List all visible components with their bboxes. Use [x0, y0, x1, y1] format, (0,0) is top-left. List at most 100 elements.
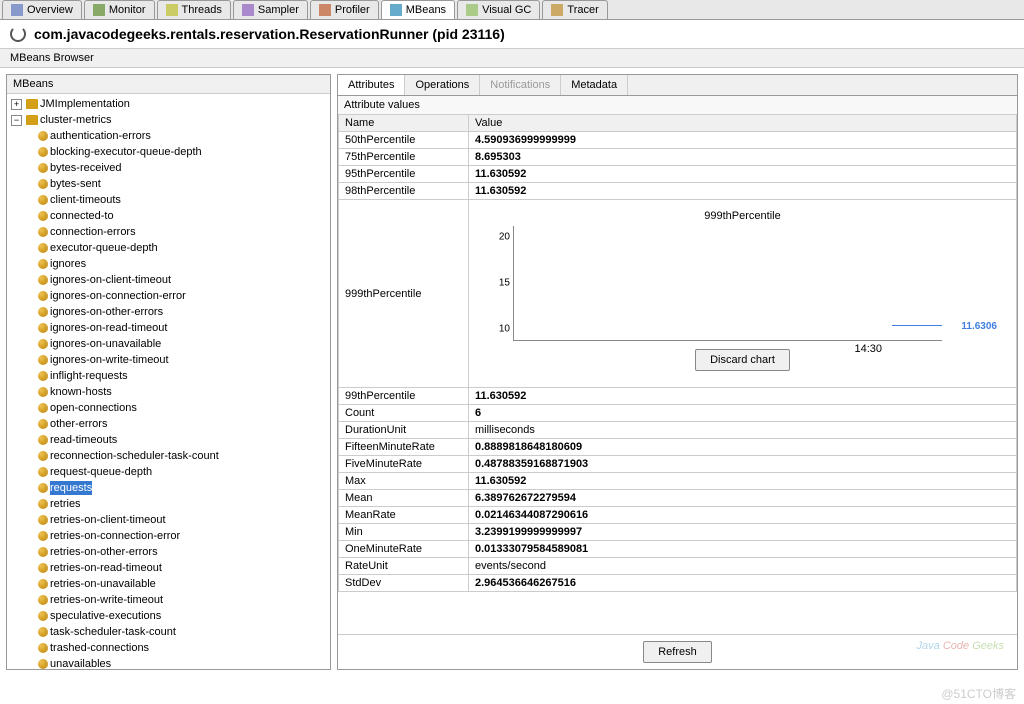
tree-node[interactable]: bytes-sent: [9, 176, 328, 192]
table-row[interactable]: Min3.2399199999999997: [339, 524, 1017, 541]
y-tick: 20: [499, 232, 514, 243]
x-tick: 14:30: [854, 343, 882, 355]
tree-node[interactable]: ignores-on-write-timeout: [9, 352, 328, 368]
tree-node[interactable]: retries: [9, 496, 328, 512]
table-row[interactable]: StdDev2.964536646267516: [339, 575, 1017, 592]
bean-icon: [38, 403, 48, 413]
table-row[interactable]: FiveMinuteRate0.48788359168871903: [339, 456, 1017, 473]
tab-mbeans[interactable]: MBeans: [381, 0, 455, 19]
tree-node[interactable]: +JMImplementation: [9, 96, 328, 112]
bean-icon: [38, 275, 48, 285]
tree-node[interactable]: retries-on-unavailable: [9, 576, 328, 592]
expander-icon[interactable]: +: [11, 99, 22, 110]
tab-tracer[interactable]: Tracer: [542, 0, 607, 19]
tree-node[interactable]: bytes-received: [9, 160, 328, 176]
table-row[interactable]: Count6: [339, 405, 1017, 422]
tree-node[interactable]: ignores-on-connection-error: [9, 288, 328, 304]
tree-node[interactable]: connected-to: [9, 208, 328, 224]
tree-node[interactable]: retries-on-other-errors: [9, 544, 328, 560]
tree-node[interactable]: read-timeouts: [9, 432, 328, 448]
tab-threads[interactable]: Threads: [157, 0, 231, 19]
mbeans-tree-panel: MBeans +JMImplementation−cluster-metrics…: [6, 74, 331, 670]
table-row[interactable]: RateUnitevents/second: [339, 558, 1017, 575]
mbeans-tree[interactable]: +JMImplementation−cluster-metricsauthent…: [7, 94, 330, 669]
tree-node[interactable]: connection-errors: [9, 224, 328, 240]
bean-icon: [38, 499, 48, 509]
tree-node[interactable]: request-queue-depth: [9, 464, 328, 480]
table-row[interactable]: DurationUnitmilliseconds: [339, 422, 1017, 439]
chart-line: [892, 325, 942, 326]
discard-chart-button[interactable]: Discard chart: [695, 349, 790, 371]
top-tab-bar: OverviewMonitorThreadsSamplerProfilerMBe…: [0, 0, 1024, 20]
tree-node[interactable]: executor-queue-depth: [9, 240, 328, 256]
tree-node[interactable]: retries-on-write-timeout: [9, 592, 328, 608]
attributes-section: Name Value 50thPercentile4.5909369999999…: [338, 114, 1017, 634]
main-pane: MBeans +JMImplementation−cluster-metrics…: [0, 68, 1024, 676]
table-row[interactable]: 95thPercentile11.630592: [339, 166, 1017, 183]
tree-node[interactable]: other-errors: [9, 416, 328, 432]
chart-value: 11.6306: [961, 321, 997, 332]
tree-node[interactable]: known-hosts: [9, 384, 328, 400]
tree-node[interactable]: requests: [9, 480, 328, 496]
sub-tab-bar: Attributes Operations Notifications Meta…: [338, 75, 1017, 96]
tab-operations[interactable]: Operations: [405, 75, 480, 95]
expander-icon[interactable]: −: [11, 115, 22, 126]
tree-node[interactable]: retries-on-connection-error: [9, 528, 328, 544]
tree-node[interactable]: reconnection-scheduler-task-count: [9, 448, 328, 464]
tab-icon: [319, 4, 331, 16]
watermark: @51CTO博客: [941, 685, 1016, 702]
tab-icon: [551, 4, 563, 16]
tree-node[interactable]: blocking-executor-queue-depth: [9, 144, 328, 160]
tab-icon: [390, 4, 402, 16]
table-row[interactable]: OneMinuteRate0.01333079584589081: [339, 541, 1017, 558]
tab-sampler[interactable]: Sampler: [233, 0, 308, 19]
bean-icon: [38, 563, 48, 573]
table-row[interactable]: FifteenMinuteRate0.8889818648180609: [339, 439, 1017, 456]
table-row[interactable]: 50thPercentile4.590936999999999: [339, 132, 1017, 149]
tree-node[interactable]: ignores-on-other-errors: [9, 304, 328, 320]
browser-label: MBeans Browser: [0, 48, 1024, 68]
tab-visual-gc[interactable]: Visual GC: [457, 0, 540, 19]
tree-node[interactable]: ignores-on-read-timeout: [9, 320, 328, 336]
bean-icon: [38, 611, 48, 621]
folder-icon: [26, 115, 38, 125]
tree-node[interactable]: unavailables: [9, 656, 328, 669]
table-row[interactable]: MeanRate0.02146344087290616: [339, 507, 1017, 524]
tree-node[interactable]: ignores-on-client-timeout: [9, 272, 328, 288]
chart-row-label[interactable]: 999thPercentile: [339, 200, 469, 388]
table-row[interactable]: 98thPercentile11.630592: [339, 183, 1017, 200]
bean-icon: [38, 515, 48, 525]
tree-node[interactable]: inflight-requests: [9, 368, 328, 384]
tab-monitor[interactable]: Monitor: [84, 0, 155, 19]
table-row[interactable]: Mean6.389762672279594: [339, 490, 1017, 507]
tab-icon: [466, 4, 478, 16]
bean-icon: [38, 643, 48, 653]
chart-area: 20 15 10 11.6306: [513, 226, 942, 341]
tree-node[interactable]: authentication-errors: [9, 128, 328, 144]
tab-metadata[interactable]: Metadata: [561, 75, 628, 95]
tab-profiler[interactable]: Profiler: [310, 0, 379, 19]
attributes-panel: Attributes Operations Notifications Meta…: [337, 74, 1018, 670]
tab-attributes[interactable]: Attributes: [338, 75, 405, 95]
tree-node[interactable]: trashed-connections: [9, 640, 328, 656]
table-row[interactable]: 75thPercentile8.695303: [339, 149, 1017, 166]
tab-overview[interactable]: Overview: [2, 0, 82, 19]
bean-icon: [38, 163, 48, 173]
tree-node[interactable]: client-timeouts: [9, 192, 328, 208]
tab-icon: [166, 4, 178, 16]
bean-icon: [38, 579, 48, 589]
tree-node[interactable]: speculative-executions: [9, 608, 328, 624]
tree-node[interactable]: retries-on-client-timeout: [9, 512, 328, 528]
bean-icon: [38, 195, 48, 205]
tree-node[interactable]: ignores-on-unavailable: [9, 336, 328, 352]
tree-node[interactable]: ignores: [9, 256, 328, 272]
tree-node[interactable]: −cluster-metrics: [9, 112, 328, 128]
tree-node[interactable]: retries-on-read-timeout: [9, 560, 328, 576]
table-row[interactable]: 99thPercentile11.630592: [339, 388, 1017, 405]
tree-node[interactable]: open-connections: [9, 400, 328, 416]
refresh-button[interactable]: Refresh: [643, 641, 712, 663]
table-row[interactable]: Max11.630592: [339, 473, 1017, 490]
bean-icon: [38, 595, 48, 605]
tree-node[interactable]: task-scheduler-task-count: [9, 624, 328, 640]
bean-icon: [38, 547, 48, 557]
